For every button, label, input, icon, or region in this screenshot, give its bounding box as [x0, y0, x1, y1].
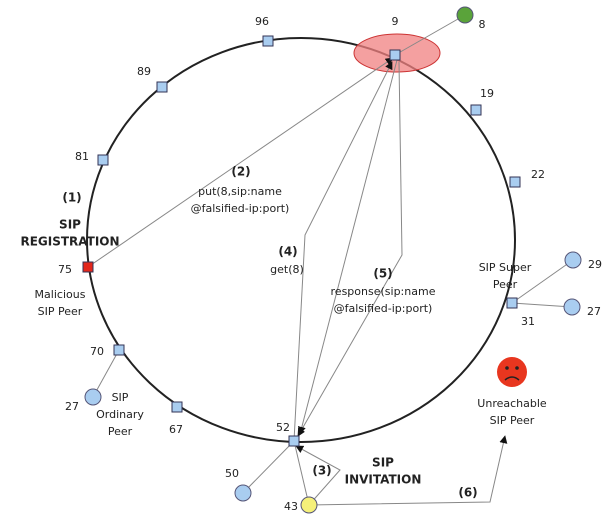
peer-label: 27 [587, 305, 601, 318]
node-label: 70 [90, 345, 104, 358]
ring-node [262, 35, 274, 47]
peer [563, 298, 581, 316]
annotation: SIP Peer [490, 414, 535, 427]
ring-node [288, 435, 300, 447]
step-number: (2) [231, 165, 250, 179]
annotation: SIP [372, 456, 394, 470]
step-number: (1) [62, 191, 81, 205]
annotation: SIP Peer [38, 305, 83, 318]
node-label: 22 [531, 168, 545, 181]
annotation: put(8,sip:name [198, 185, 282, 198]
annotation: Ordinary [96, 408, 144, 421]
annotation: SIP Super [479, 261, 532, 274]
ring-node [509, 176, 521, 188]
node-label: 19 [480, 87, 494, 100]
smiley [497, 357, 527, 387]
step-number: (5) [373, 267, 392, 281]
node-label: 81 [75, 150, 89, 163]
ring-node [82, 261, 94, 273]
peer [234, 484, 252, 502]
step-number: (6) [458, 486, 477, 500]
peer [300, 496, 318, 514]
peer-label: 8 [479, 18, 486, 31]
node-label: 52 [276, 421, 290, 434]
ring-node [171, 401, 183, 413]
arrows [87, 14, 574, 506]
step-number: (3) [312, 464, 331, 478]
peer [456, 6, 474, 24]
ring-node [389, 49, 401, 61]
node-label: 75 [58, 263, 72, 276]
peer-label: 43 [284, 500, 298, 513]
annotation: SIP [112, 391, 129, 404]
annotation: response(sip:name [331, 285, 436, 298]
annotation: INVITATION [345, 473, 422, 487]
peer [564, 251, 582, 269]
node-label: 9 [392, 15, 399, 28]
node-label: 89 [137, 65, 151, 78]
annotation: Peer [493, 278, 518, 291]
step-number: (4) [278, 245, 297, 259]
node-label: 96 [255, 15, 269, 28]
annotation: get(8) [270, 263, 304, 276]
ring-node [97, 154, 109, 166]
ring [86, 37, 516, 443]
node-label: 31 [521, 315, 535, 328]
annotation: Malicious [35, 288, 86, 301]
peer-label: 27 [65, 400, 79, 413]
ring-node [470, 104, 482, 116]
annotation: Unreachable [477, 397, 547, 410]
ring-node [506, 297, 518, 309]
node-label: 67 [169, 423, 183, 436]
ring-node [156, 81, 168, 93]
annotation: Peer [108, 425, 133, 438]
peer-label: 50 [225, 467, 239, 480]
peer-label: 29 [588, 258, 602, 271]
annotation: SIP [59, 218, 81, 232]
peer [84, 388, 102, 406]
annotation: @falsified-ip:port) [334, 302, 433, 315]
annotation: @falsified-ip:port) [191, 202, 290, 215]
annotation: REGISTRATION [20, 235, 119, 249]
ring-node [113, 344, 125, 356]
